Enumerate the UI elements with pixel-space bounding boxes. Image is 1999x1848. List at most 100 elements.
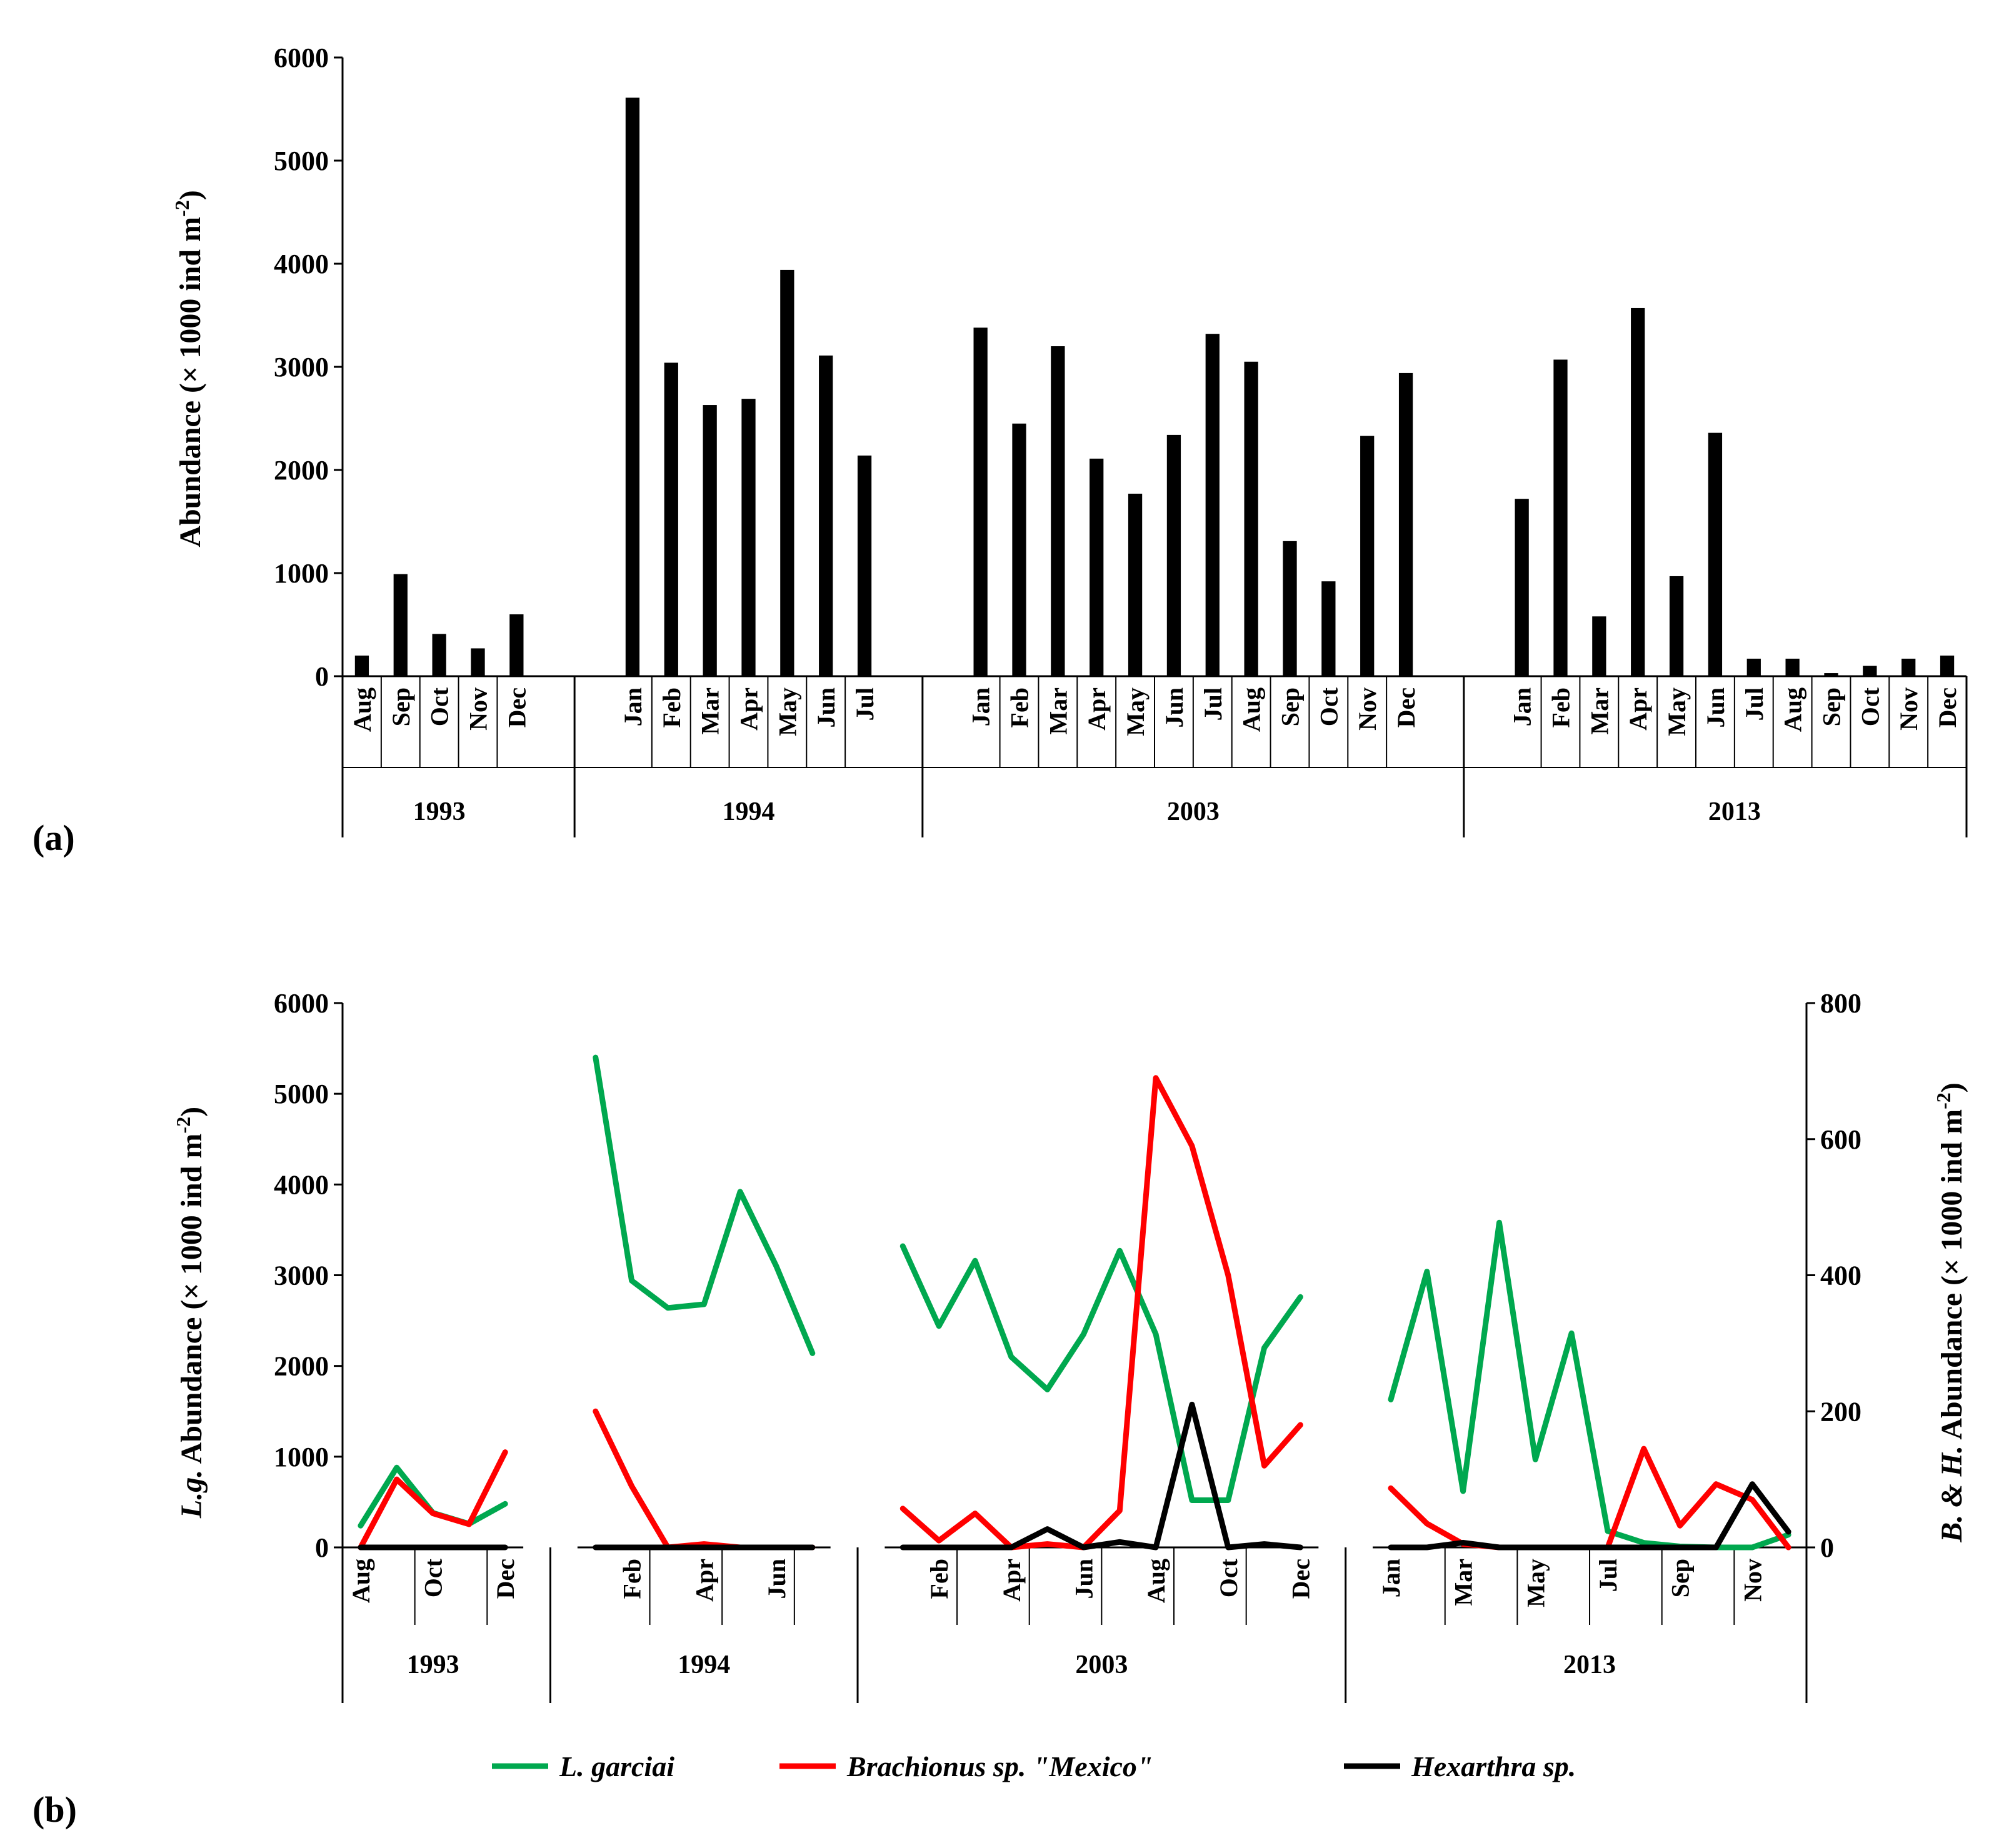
bar-2003-jul	[1205, 334, 1220, 676]
series-l-garciai-2003	[899, 1243, 1303, 1503]
bar-1993-aug	[354, 656, 369, 676]
panel-b-left-y-tick-label: 4000	[274, 1169, 329, 1200]
panel-a-month-label: Nov	[1895, 687, 1923, 731]
panel-a-month-label: Jun	[1160, 687, 1188, 728]
panel-b-month-label: Oct	[419, 1558, 448, 1597]
panel-b-month-label: Aug	[1142, 1559, 1170, 1603]
bar-2003-jun	[1166, 434, 1181, 676]
legend-label-l-garciai: L. garciai	[559, 1751, 674, 1782]
panel-a-month-label: Nov	[464, 687, 493, 731]
bar-1994-apr	[741, 399, 756, 676]
panel-b-month-label: Jun	[763, 1559, 791, 1599]
bar-2003-apr	[1090, 458, 1104, 676]
panel-b-right-y-tick-label: 600	[1820, 1124, 1861, 1155]
bar-2013-may	[1669, 576, 1684, 676]
bar-2013-dec	[1940, 656, 1955, 676]
series-brachionus-sp-mexico-1993	[358, 1449, 508, 1551]
panel-a-y-tick-label: 1000	[274, 558, 329, 589]
panel-a-y-tick-label: 2000	[274, 455, 329, 486]
bar-2013-feb	[1553, 359, 1568, 676]
bar-2013-jun	[1708, 432, 1723, 676]
panel-b-month-label: May	[1521, 1559, 1550, 1607]
legend: L. garciai Brachionus sp. "Mexico" Hexar…	[492, 1751, 1576, 1782]
panel-b-month-label: Apr	[998, 1559, 1026, 1602]
panel-b-line-chart: 0 1000 2000 3000 4000 5000 6000 0 200 400 600 800 Au…	[274, 988, 1861, 1703]
panel-a-month-label: Jul	[1199, 687, 1227, 721]
panel-a-month-label: Aug	[348, 687, 376, 732]
panel-a-month-label: Aug	[1238, 687, 1266, 732]
series-hexarthra-sp-2003	[899, 1401, 1303, 1551]
bar-2013-jan	[1515, 499, 1529, 676]
bar-2013-sep	[1824, 673, 1838, 676]
bar-1993-sep	[393, 574, 408, 676]
panel-a-month-label: Feb	[1547, 687, 1575, 727]
bar-2013-oct	[1863, 666, 1877, 676]
panel-b-right-y-tick-label: 800	[1820, 988, 1861, 1019]
panel-b-year-label: 1993	[407, 1651, 459, 1679]
panel-b-month-label: Dec	[491, 1559, 519, 1599]
panel-a-y-tick-label: 6000	[274, 42, 329, 73]
panel-b-left-y-tick-label: 2000	[274, 1351, 329, 1382]
series-hexarthra-sp-2013	[1388, 1481, 1791, 1551]
bar-1994-may	[780, 269, 794, 676]
panel-b-right-y-tick-label: 200	[1820, 1396, 1861, 1427]
panel-a-month-label: Jan	[619, 687, 647, 726]
panel-a-month-label: Feb	[1006, 687, 1034, 727]
panel-a-month-label: Aug	[1779, 687, 1807, 732]
panel-b-month-label: Feb	[618, 1559, 646, 1599]
bar-2003-feb	[1012, 423, 1026, 676]
panel-a-month-label: Dec	[1392, 687, 1420, 727]
bar-2003-nov	[1360, 436, 1375, 676]
panel-b-left-y-tick-label: 3000	[274, 1261, 329, 1291]
panel-a-month-label: Jan	[1508, 687, 1536, 726]
bar-2003-sep	[1283, 541, 1297, 676]
left-y-title-end: )	[175, 1107, 208, 1117]
left-y-title-prefix: L.g.	[175, 1470, 208, 1519]
bar-1994-feb	[664, 362, 678, 676]
panel-a-y-tick-label: 3000	[274, 352, 329, 382]
right-y-title-end: )	[1935, 1082, 1968, 1092]
y-title-main: Abundance (× 1000 ind m	[174, 217, 207, 547]
panel-a-month-label: Jun	[812, 687, 840, 728]
panel-b-label: (b)	[33, 1789, 77, 1830]
panel-a-month-label: Apr	[1083, 687, 1111, 731]
bar-1994-jun	[819, 355, 833, 676]
panel-b-month-label: Feb	[925, 1559, 953, 1599]
bar-1993-nov	[471, 648, 485, 676]
panel-b-left-y-tick-label: 1000	[274, 1442, 329, 1472]
panel-a-month-label: Jan	[967, 687, 995, 726]
panel-a-month-label: Mar	[696, 687, 724, 735]
panel-b-month-label: Jul	[1594, 1559, 1622, 1592]
panel-b-month-label: Sep	[1666, 1559, 1695, 1597]
series-l-garciai-1994	[593, 1054, 816, 1356]
panel-a-month-label: Mar	[1044, 687, 1072, 735]
panel-b-year-label: 2013	[1563, 1651, 1616, 1679]
panel-b-month-label: Mar	[1450, 1559, 1478, 1606]
bar-2003-jan	[973, 327, 988, 676]
panel-b-left-y-tick-label: 0	[315, 1532, 329, 1563]
panel-a-month-label: Sep	[387, 687, 415, 726]
panel-a-month-label: Oct	[1315, 687, 1343, 726]
y-title-sup: -2	[171, 200, 193, 217]
bar-2013-mar	[1592, 616, 1606, 676]
panel-a-y-tick-label: 0	[315, 661, 329, 692]
panel-a-month-label: Jul	[851, 687, 879, 721]
bar-2003-aug	[1244, 361, 1258, 676]
series-brachionus-sp-mexico-2013	[1388, 1446, 1791, 1551]
panel-b-month-label: Apr	[690, 1559, 718, 1602]
panel-a-month-label: May	[1121, 687, 1150, 736]
panel-a-month-label: Mar	[1585, 687, 1613, 735]
panel-a-year-label: 1994	[723, 797, 775, 826]
panel-b-right-y-tick-label: 400	[1820, 1261, 1861, 1291]
panel-a-month-label: Dec	[503, 687, 531, 727]
bar-1994-mar	[703, 405, 717, 676]
panel-a-month-label: Oct	[426, 687, 454, 726]
panel-a-y-tick-label: 4000	[274, 249, 329, 279]
panel-b-left-y-tick-label: 6000	[274, 988, 329, 1019]
panel-a-month-label: Jul	[1740, 687, 1768, 721]
bar-2003-may	[1128, 493, 1143, 676]
legend-label-brachionus: Brachionus sp. "Mexico"	[846, 1751, 1153, 1782]
panel-a-year-label: 1993	[413, 797, 466, 826]
panel-a-y-tick-label: 5000	[274, 146, 329, 176]
panel-a-year-label: 2013	[1708, 797, 1761, 826]
